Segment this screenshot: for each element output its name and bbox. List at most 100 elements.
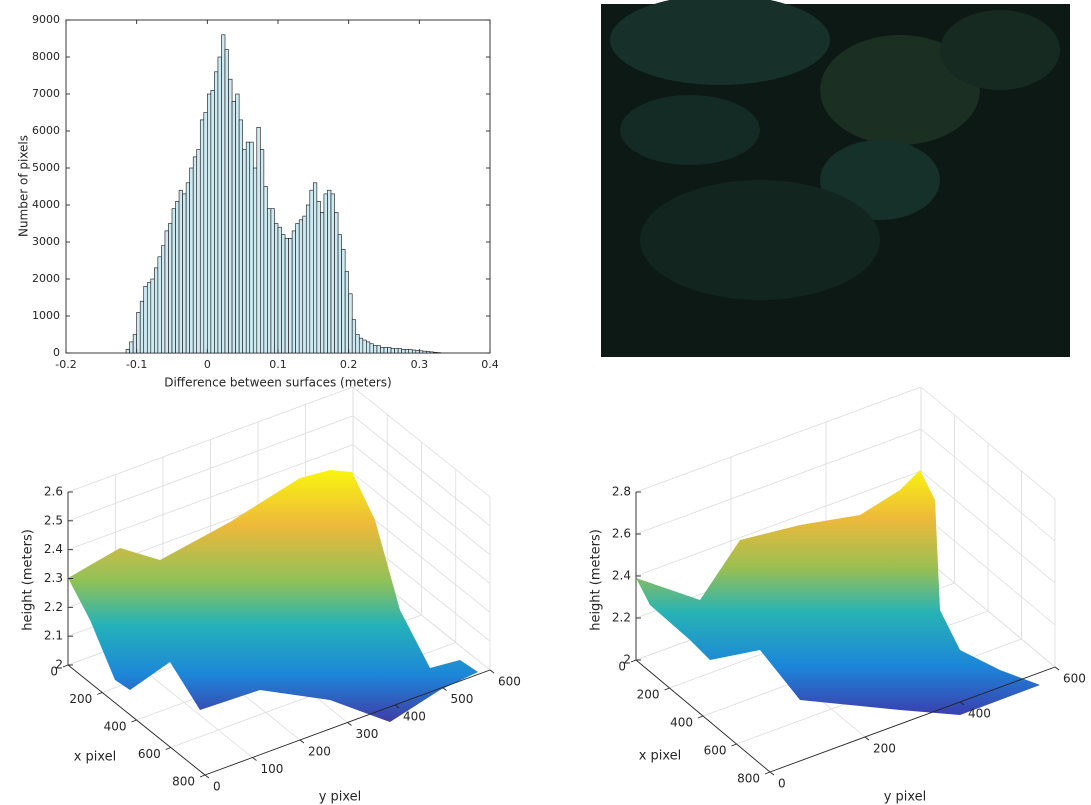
z-tick-label: 2.4 bbox=[612, 569, 631, 583]
grid-line bbox=[635, 386, 922, 493]
y-tick bbox=[442, 687, 447, 691]
z-tick-label: 2.2 bbox=[612, 611, 631, 625]
x-tick bbox=[731, 743, 737, 747]
z-axis-label: height (meters) bbox=[589, 529, 604, 631]
bar bbox=[132, 334, 137, 354]
bar bbox=[277, 226, 282, 354]
z-tick-label: 2.8 bbox=[612, 485, 631, 499]
bar bbox=[394, 348, 399, 354]
bar bbox=[380, 347, 385, 354]
bar bbox=[238, 119, 243, 354]
bar bbox=[348, 293, 353, 354]
y-tick-label: 200 bbox=[873, 742, 896, 756]
bar bbox=[284, 238, 289, 354]
x-axis-label: x pixel bbox=[74, 750, 117, 765]
x-tick-label: 600 bbox=[704, 744, 727, 758]
y-tick bbox=[252, 757, 257, 761]
y-tick bbox=[864, 736, 870, 741]
bar bbox=[146, 282, 152, 354]
surface bbox=[68, 470, 478, 722]
bar bbox=[344, 271, 349, 354]
coral bbox=[610, 0, 830, 85]
grid-line bbox=[920, 386, 1056, 500]
bar bbox=[267, 208, 272, 354]
y-tick-label: 400 bbox=[968, 707, 991, 721]
z-tick-label: 2.3 bbox=[44, 571, 63, 585]
bar bbox=[185, 182, 190, 354]
bar bbox=[373, 345, 378, 354]
z-tick-label: 2.6 bbox=[612, 527, 631, 541]
x-axis-label: x pixel bbox=[639, 749, 682, 764]
bar bbox=[433, 351, 438, 354]
bar bbox=[178, 189, 183, 354]
x-tick-label: 200 bbox=[637, 688, 660, 702]
y-tick-label: 9000 bbox=[32, 13, 60, 26]
x-tick-label: 0 bbox=[50, 665, 58, 679]
bar bbox=[313, 182, 318, 354]
y-tick-label: 7000 bbox=[32, 87, 60, 100]
grid-line bbox=[67, 386, 354, 493]
histogram-panel: 0 1000 2000 3000 4000 5000 6000 7000 8000 9000 -0.… bbox=[17, 13, 499, 390]
y-tick-label: 600 bbox=[1063, 672, 1086, 686]
x-tick-label: 400 bbox=[670, 716, 693, 730]
grid-line bbox=[352, 502, 491, 613]
bar bbox=[196, 149, 201, 354]
x-tick-label: 400 bbox=[104, 720, 127, 734]
coral bbox=[940, 10, 1060, 90]
bar bbox=[203, 112, 208, 354]
bar bbox=[270, 208, 275, 354]
axis-line bbox=[204, 669, 491, 776]
bar bbox=[143, 286, 148, 354]
bar bbox=[327, 189, 332, 354]
x-tick bbox=[697, 715, 704, 719]
x-tick-label: 0.2 bbox=[340, 358, 358, 371]
y-tick-label: 1000 bbox=[32, 309, 60, 322]
bar bbox=[366, 341, 371, 354]
axis-line bbox=[67, 664, 206, 776]
bar bbox=[214, 71, 219, 354]
x-tick bbox=[97, 692, 103, 695]
x-tick-label: -0.1 bbox=[126, 358, 147, 371]
bar bbox=[235, 93, 240, 354]
x-tick-label: -0.2 bbox=[55, 358, 76, 371]
bar bbox=[426, 351, 431, 354]
x-tick-label: 0.1 bbox=[269, 358, 287, 371]
bar bbox=[154, 267, 159, 354]
bar bbox=[369, 343, 374, 354]
bar bbox=[249, 141, 254, 354]
grid-line bbox=[920, 470, 1056, 584]
bar bbox=[298, 219, 304, 354]
bar bbox=[168, 223, 173, 354]
y-tick-label: 5000 bbox=[32, 161, 60, 174]
bar bbox=[274, 223, 279, 354]
y-axis-label: Number of pixels bbox=[17, 135, 31, 237]
bar bbox=[139, 300, 145, 354]
bar bbox=[334, 212, 339, 354]
bar bbox=[217, 56, 222, 354]
grid-line bbox=[352, 386, 491, 498]
bar bbox=[231, 101, 236, 354]
bar bbox=[408, 349, 413, 354]
x-tick-label: 800 bbox=[737, 772, 760, 786]
grid-line bbox=[920, 512, 1056, 626]
x-tick bbox=[62, 664, 69, 668]
z-tick-label: 2 bbox=[623, 653, 631, 667]
bar bbox=[387, 347, 392, 354]
bar bbox=[411, 349, 417, 354]
grid-line bbox=[920, 554, 1056, 668]
y-tick-label: 0 bbox=[53, 346, 60, 359]
bar bbox=[281, 234, 286, 354]
x-tick bbox=[199, 774, 206, 778]
x-tick bbox=[764, 771, 771, 775]
y-tick-label: 400 bbox=[403, 710, 426, 724]
bar bbox=[341, 249, 346, 354]
bar bbox=[175, 201, 180, 354]
x-tick-label: 200 bbox=[69, 692, 92, 706]
bar bbox=[288, 238, 293, 354]
bar bbox=[157, 256, 162, 354]
bar bbox=[351, 319, 357, 354]
grid-line bbox=[67, 444, 354, 551]
